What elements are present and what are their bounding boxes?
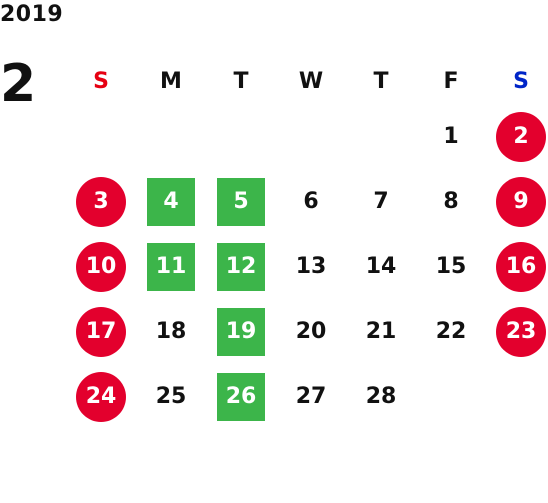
weekday-header-row: S M T W T F S (66, 58, 548, 104)
weekday-header-fri: F (443, 68, 459, 94)
day-cell-sat: 2 (486, 104, 548, 169)
day-cell-tue (206, 104, 276, 169)
weekday-header-tue: T (233, 68, 249, 94)
day-number[interactable]: 28 (365, 384, 397, 409)
day-cell-tue: 5 (206, 169, 276, 234)
day-number[interactable]: 26 (217, 372, 265, 421)
day-number[interactable]: 10 (76, 241, 126, 292)
calendar-grid: S M T W T F S 1 2 3 4 5 6 7 8 9 10 11 12 13 14 15 16 17 1… (66, 58, 548, 429)
weekday-header-sat: S (513, 68, 529, 94)
day-number[interactable]: 3 (76, 176, 126, 227)
year-label: 2019 (0, 2, 64, 27)
day-cell-mon: 4 (136, 169, 206, 234)
day-cell-wed: 6 (276, 169, 346, 234)
day-cell-fri (416, 364, 486, 429)
day-number[interactable]: 5 (217, 177, 265, 226)
day-number[interactable]: 22 (435, 319, 467, 344)
day-cell-thu (346, 104, 416, 169)
weekday-header-sun: S (93, 68, 109, 94)
day-cell-sun: 24 (66, 364, 136, 429)
day-cell-sun: 10 (66, 234, 136, 299)
day-number[interactable]: 25 (155, 384, 187, 409)
day-cell-thu: 7 (346, 169, 416, 234)
day-cell-thu: 21 (346, 299, 416, 364)
day-cell-sat: 9 (486, 169, 548, 234)
day-cell-sun: 17 (66, 299, 136, 364)
day-cell-fri: 8 (416, 169, 486, 234)
day-cell-wed: 20 (276, 299, 346, 364)
day-cell-mon: 25 (136, 364, 206, 429)
weeks-container: 1 2 3 4 5 6 7 8 9 10 11 12 13 14 15 16 17 18 19 20 21 22 23 24 2… (66, 104, 548, 429)
day-cell-wed (276, 104, 346, 169)
day-cell-fri: 15 (416, 234, 486, 299)
weekday-header-mon: M (160, 68, 182, 94)
day-number[interactable]: 19 (217, 307, 265, 356)
day-number[interactable]: 11 (147, 242, 195, 291)
day-cell-sat (486, 364, 548, 429)
day-number[interactable]: 6 (303, 189, 319, 214)
month-label: 2 (0, 54, 37, 114)
day-number[interactable]: 17 (76, 306, 126, 357)
day-cell-tue: 12 (206, 234, 276, 299)
week-row: 17 18 19 20 21 22 23 (66, 299, 548, 364)
day-cell-mon: 11 (136, 234, 206, 299)
day-number[interactable]: 8 (443, 189, 459, 214)
day-number[interactable]: 21 (365, 319, 397, 344)
day-number[interactable]: 13 (295, 254, 327, 279)
day-number[interactable]: 23 (496, 306, 546, 357)
day-cell-fri: 22 (416, 299, 486, 364)
day-cell-wed: 27 (276, 364, 346, 429)
day-number[interactable]: 24 (76, 371, 126, 422)
day-cell-tue: 26 (206, 364, 276, 429)
day-number[interactable]: 20 (295, 319, 327, 344)
weekday-header-thu: T (373, 68, 389, 94)
day-cell-sat: 16 (486, 234, 548, 299)
day-cell-mon: 18 (136, 299, 206, 364)
day-number[interactable]: 7 (373, 189, 389, 214)
week-row: 24 25 26 27 28 (66, 364, 548, 429)
day-number[interactable]: 14 (365, 254, 397, 279)
day-number[interactable]: 9 (496, 176, 546, 227)
day-number[interactable]: 16 (496, 241, 546, 292)
weekday-header-wed: W (298, 68, 324, 94)
day-cell-tue: 19 (206, 299, 276, 364)
day-cell-fri: 1 (416, 104, 486, 169)
day-number[interactable]: 18 (155, 319, 187, 344)
day-number[interactable]: 1 (443, 124, 459, 149)
day-cell-thu: 14 (346, 234, 416, 299)
day-cell-mon (136, 104, 206, 169)
day-cell-sun: 3 (66, 169, 136, 234)
day-cell-sun (66, 104, 136, 169)
day-cell-wed: 13 (276, 234, 346, 299)
day-number[interactable]: 12 (217, 242, 265, 291)
day-number[interactable]: 4 (147, 177, 195, 226)
day-cell-sat: 23 (486, 299, 548, 364)
day-number[interactable]: 27 (295, 384, 327, 409)
week-row: 10 11 12 13 14 15 16 (66, 234, 548, 299)
day-number[interactable]: 15 (435, 254, 467, 279)
day-number[interactable]: 2 (496, 111, 546, 162)
day-cell-thu: 28 (346, 364, 416, 429)
